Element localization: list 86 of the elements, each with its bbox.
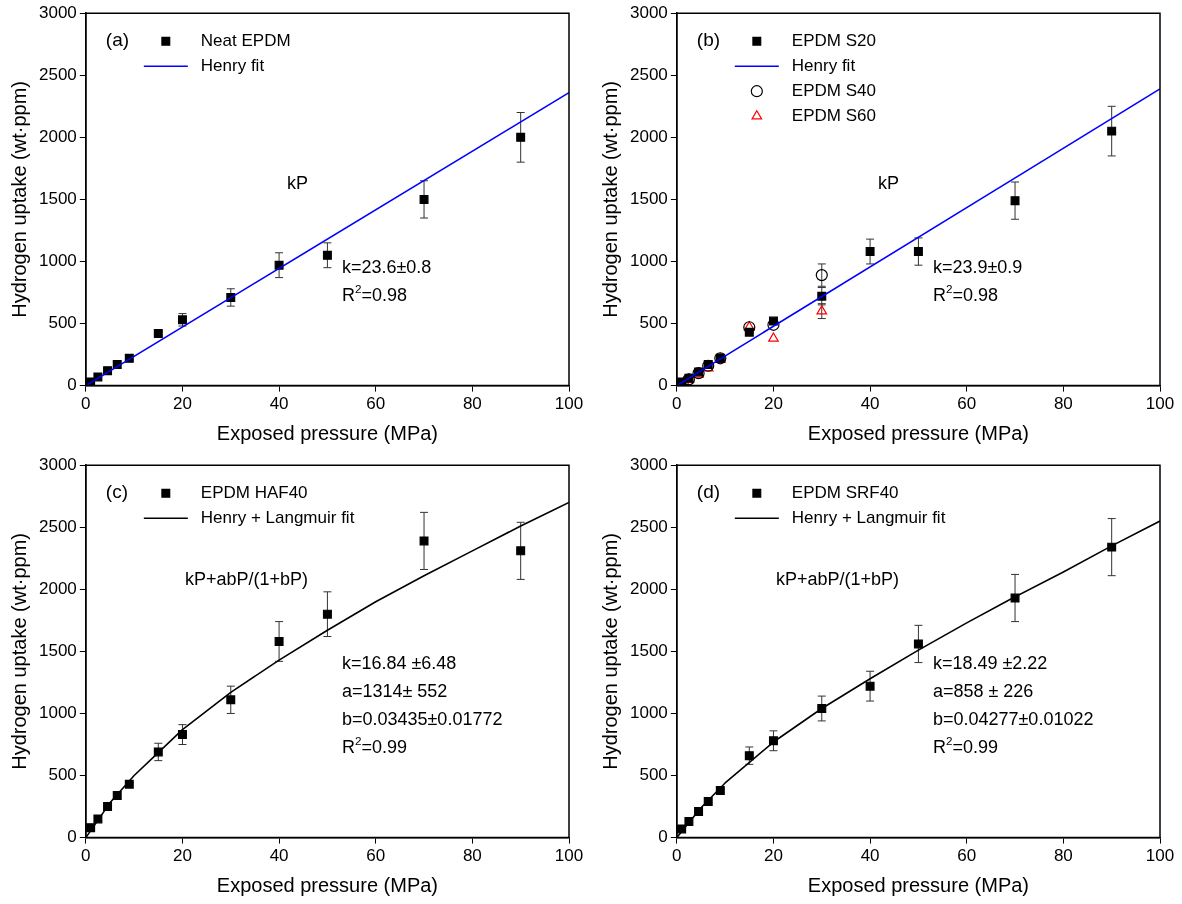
legend-label: EPDM S40 xyxy=(791,80,876,100)
x-tick-label: 40 xyxy=(860,394,880,414)
text: (a) xyxy=(105,29,130,51)
legend-label: Henry + Langmuir fit xyxy=(791,507,946,527)
y-tick-label: 1500 xyxy=(38,641,77,661)
annotation: k=23.9±0.9 xyxy=(932,257,1023,278)
y-tick-label: 1500 xyxy=(38,189,77,209)
legend-label: EPDM SRF40 xyxy=(791,482,899,502)
x-tick-label: 0 xyxy=(672,394,682,414)
y-tick-label: 500 xyxy=(639,765,668,785)
x-tick-label: 80 xyxy=(1053,394,1073,414)
x-tick-label: 80 xyxy=(462,846,482,866)
x-tick-label: 60 xyxy=(957,394,977,414)
x-tick-label: 20 xyxy=(763,394,783,414)
y-axis-title: Hydrogen uptake (wt·ppm) xyxy=(7,81,30,318)
x-tick-label: 80 xyxy=(1053,846,1073,866)
y-tick-label: 3000 xyxy=(629,2,668,22)
x-axis-title: Exposed pressure (MPa) xyxy=(807,421,1030,444)
annotation: kP+abP/(1+bP) xyxy=(776,569,900,590)
y-tick-label: 2000 xyxy=(629,127,668,147)
x-tick-label: 20 xyxy=(172,394,192,414)
legend-label: EPDM HAF40 xyxy=(200,482,308,502)
legend-label: Henry fit xyxy=(200,55,265,75)
x-tick-label: 60 xyxy=(366,846,386,866)
legend-label: Neat EPDM xyxy=(200,30,291,50)
legend-label: EPDM S60 xyxy=(791,105,876,125)
x-tick-label: 0 xyxy=(81,394,91,414)
annotation: kP xyxy=(287,173,309,194)
text: (c) xyxy=(105,481,128,503)
y-axis-title: Hydrogen uptake (wt·ppm) xyxy=(598,81,621,318)
y-axis-title: Hydrogen uptake (wt·ppm) xyxy=(7,533,30,770)
x-tick-label: 100 xyxy=(554,394,584,414)
annotation: b=0.03435±0.01772 xyxy=(341,709,503,730)
x-tick-label: 60 xyxy=(366,394,386,414)
y-tick-label: 2500 xyxy=(629,64,668,84)
y-tick-label: 3000 xyxy=(38,454,77,474)
y-tick-label: 0 xyxy=(67,827,77,847)
x-tick-label: 80 xyxy=(462,394,482,414)
annotation: kP+abP/(1+bP) xyxy=(185,569,309,590)
y-tick-label: 3000 xyxy=(629,454,668,474)
x-tick-label: 40 xyxy=(860,846,880,866)
x-tick-label: 0 xyxy=(81,846,91,866)
annotation: a=1314± 552 xyxy=(341,681,448,702)
y-tick-label: 0 xyxy=(658,827,668,847)
annotation: kP xyxy=(878,173,900,194)
y-tick-label: 500 xyxy=(48,313,77,333)
y-axis-title: Hydrogen uptake (wt·ppm) xyxy=(598,533,621,770)
y-tick-label: 2000 xyxy=(38,127,77,147)
x-tick-label: 20 xyxy=(172,846,192,866)
x-tick-label: 100 xyxy=(1145,394,1175,414)
annotation: k=18.49 ±2.22 xyxy=(932,653,1048,674)
text: (d) xyxy=(696,481,721,503)
y-tick-label: 0 xyxy=(658,375,668,395)
x-axis-title: Exposed pressure (MPa) xyxy=(807,873,1030,896)
y-tick-label: 3000 xyxy=(38,2,77,22)
annotation: a=858 ± 226 xyxy=(932,681,1034,702)
y-tick-label: 1000 xyxy=(38,251,77,271)
y-tick-label: 2000 xyxy=(38,579,77,599)
y-tick-label: 2500 xyxy=(629,516,668,536)
y-tick-label: 1000 xyxy=(629,703,668,723)
y-tick-label: 2500 xyxy=(38,516,77,536)
annotation: b=0.04277±0.01022 xyxy=(932,709,1094,730)
annotation: k=16.84 ±6.48 xyxy=(341,653,457,674)
x-tick-label: 40 xyxy=(269,394,289,414)
legend-label: Henry + Langmuir fit xyxy=(200,507,355,527)
x-tick-label: 20 xyxy=(763,846,783,866)
annotation: k=23.6±0.8 xyxy=(341,257,432,278)
y-tick-label: 1000 xyxy=(38,703,77,723)
y-tick-label: 1500 xyxy=(629,641,668,661)
y-tick-label: 1000 xyxy=(629,251,668,271)
legend-label: EPDM S20 xyxy=(791,30,876,50)
x-tick-label: 100 xyxy=(554,846,584,866)
x-tick-label: 40 xyxy=(269,846,289,866)
legend-label: Henry fit xyxy=(791,55,856,75)
y-tick-label: 500 xyxy=(639,313,668,333)
x-tick-label: 100 xyxy=(1145,846,1175,866)
y-tick-label: 2000 xyxy=(629,579,668,599)
x-axis-title: Exposed pressure (MPa) xyxy=(216,873,439,896)
x-tick-label: 60 xyxy=(957,846,977,866)
x-tick-label: 0 xyxy=(672,846,682,866)
x-axis-title: Exposed pressure (MPa) xyxy=(216,421,439,444)
text: (b) xyxy=(696,29,721,51)
y-tick-label: 2500 xyxy=(38,64,77,84)
y-tick-label: 500 xyxy=(48,765,77,785)
y-tick-label: 1500 xyxy=(629,189,668,209)
y-tick-label: 0 xyxy=(67,375,77,395)
